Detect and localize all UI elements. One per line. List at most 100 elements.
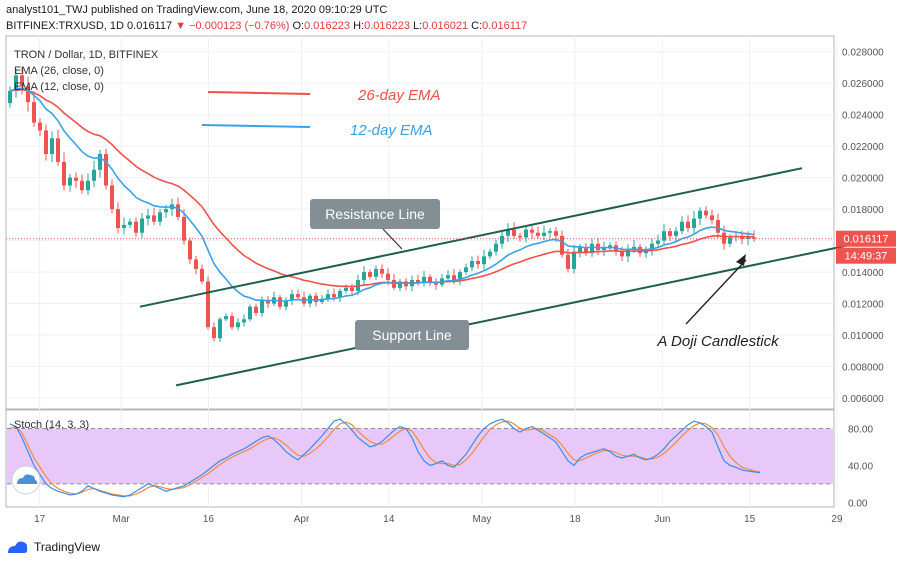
candle-body: [362, 272, 366, 280]
ema12-line: [9, 87, 755, 303]
candle-body: [476, 261, 480, 265]
candle-body: [704, 210, 708, 216]
candle-body: [116, 209, 120, 229]
candle-body: [428, 276, 432, 282]
candle-body: [506, 229, 510, 236]
price-tick-label: 0.010000: [842, 331, 884, 342]
candle-body: [752, 237, 756, 239]
candle-body: [554, 231, 558, 236]
candle-body: [248, 306, 252, 320]
candle-body: [524, 229, 528, 238]
candle-body: [8, 91, 12, 104]
resistance-trendline: [139, 167, 803, 308]
candle-body: [194, 259, 198, 269]
support-label: Support Line: [372, 327, 452, 343]
price-tick-label: 0.012000: [842, 300, 884, 311]
time-tick-label: 29: [831, 514, 843, 525]
candle-body: [674, 231, 678, 236]
time-tick-label: 14: [383, 514, 395, 525]
candle-body: [446, 275, 450, 279]
candle-body: [536, 232, 540, 236]
candle-body: [398, 281, 402, 288]
stoch-d-line: [9, 420, 761, 497]
resistance-label-box: [310, 199, 440, 229]
candle-body: [488, 251, 492, 257]
low-label: L:: [413, 20, 423, 32]
candle-body: [572, 251, 576, 269]
price-tick-label: 0.028000: [842, 48, 884, 59]
price-tick-label: 0.006000: [842, 394, 884, 405]
candle-body: [56, 138, 60, 162]
candle-body: [470, 261, 474, 268]
candle-body: [566, 254, 570, 269]
stoch-tick-label: 40.00: [848, 461, 873, 472]
candle-body: [548, 231, 552, 233]
stoch-tick-label: 80.00: [848, 424, 873, 435]
candle-body: [128, 221, 132, 225]
candle-body: [92, 169, 96, 181]
candle-body: [368, 272, 372, 277]
candle-body: [728, 237, 732, 244]
candle-body: [620, 251, 624, 257]
candle-body: [68, 177, 72, 186]
candle-body: [188, 240, 192, 260]
price-tick-label: 0.020000: [842, 174, 884, 185]
support-trendline: [175, 236, 887, 387]
candle-body: [200, 268, 204, 282]
candle-body: [530, 229, 534, 233]
candle-body: [590, 243, 594, 254]
doji-arrow: [685, 259, 747, 325]
candle-body: [602, 248, 606, 251]
footer: TradingView: [6, 536, 100, 558]
publish-line: analyst101_TWJ published on TradingView.…: [6, 4, 388, 16]
candle-body: [86, 180, 90, 191]
candle-body: [140, 218, 144, 233]
time-tick-label: May: [473, 514, 492, 525]
candle-body: [80, 180, 84, 191]
candle-body: [242, 319, 246, 323]
resistance-callout: [382, 228, 403, 250]
footer-brand: TradingView: [34, 540, 101, 554]
time-tick-label: 16: [203, 514, 215, 525]
last-price: 0.016117: [127, 20, 173, 32]
candle-body: [698, 210, 702, 219]
chart-title: TRON / Dollar, 1D, BITFINEX: [14, 49, 159, 61]
ema12-annotation-swatch: [201, 124, 311, 128]
candle-body: [224, 316, 228, 320]
candle-body: [716, 220, 720, 233]
candle-body: [14, 75, 18, 92]
countdown-tag-text: 14:49:37: [845, 251, 888, 263]
candle-body: [50, 138, 54, 155]
candle-body: [482, 256, 486, 265]
candle-body: [668, 231, 672, 236]
last-price-tag: [836, 230, 896, 247]
ema12-annotation: 12-day EMA: [350, 122, 433, 139]
candle-body: [500, 235, 504, 244]
price-tick-label: 0.026000: [842, 79, 884, 90]
high-label: H:: [353, 20, 365, 32]
close-value: 0.016117: [482, 20, 528, 32]
symbol-label: BITFINEX:TRXUSD, 1D: [6, 20, 124, 32]
candle-body: [422, 276, 426, 284]
stoch-tick-label: 0.00: [848, 498, 868, 509]
candle-body: [650, 243, 654, 251]
candle-body: [44, 130, 48, 155]
candle-body: [62, 161, 66, 186]
low-value: 0.016021: [422, 20, 469, 32]
candle-body: [284, 300, 288, 307]
candle-body: [584, 246, 588, 254]
candle-body: [122, 224, 126, 229]
time-tick-label: 15: [744, 514, 756, 525]
candle-body: [110, 185, 114, 210]
candle-body: [260, 300, 264, 313]
candle-body: [20, 75, 24, 87]
candle-body: [542, 232, 546, 236]
candle-body: [686, 221, 690, 229]
candle-body: [386, 273, 390, 280]
candle-body: [290, 294, 294, 301]
price-pane[interactable]: [5, 35, 835, 410]
candle-body: [380, 268, 384, 274]
candle-body: [458, 272, 462, 280]
candle-body: [680, 221, 684, 232]
